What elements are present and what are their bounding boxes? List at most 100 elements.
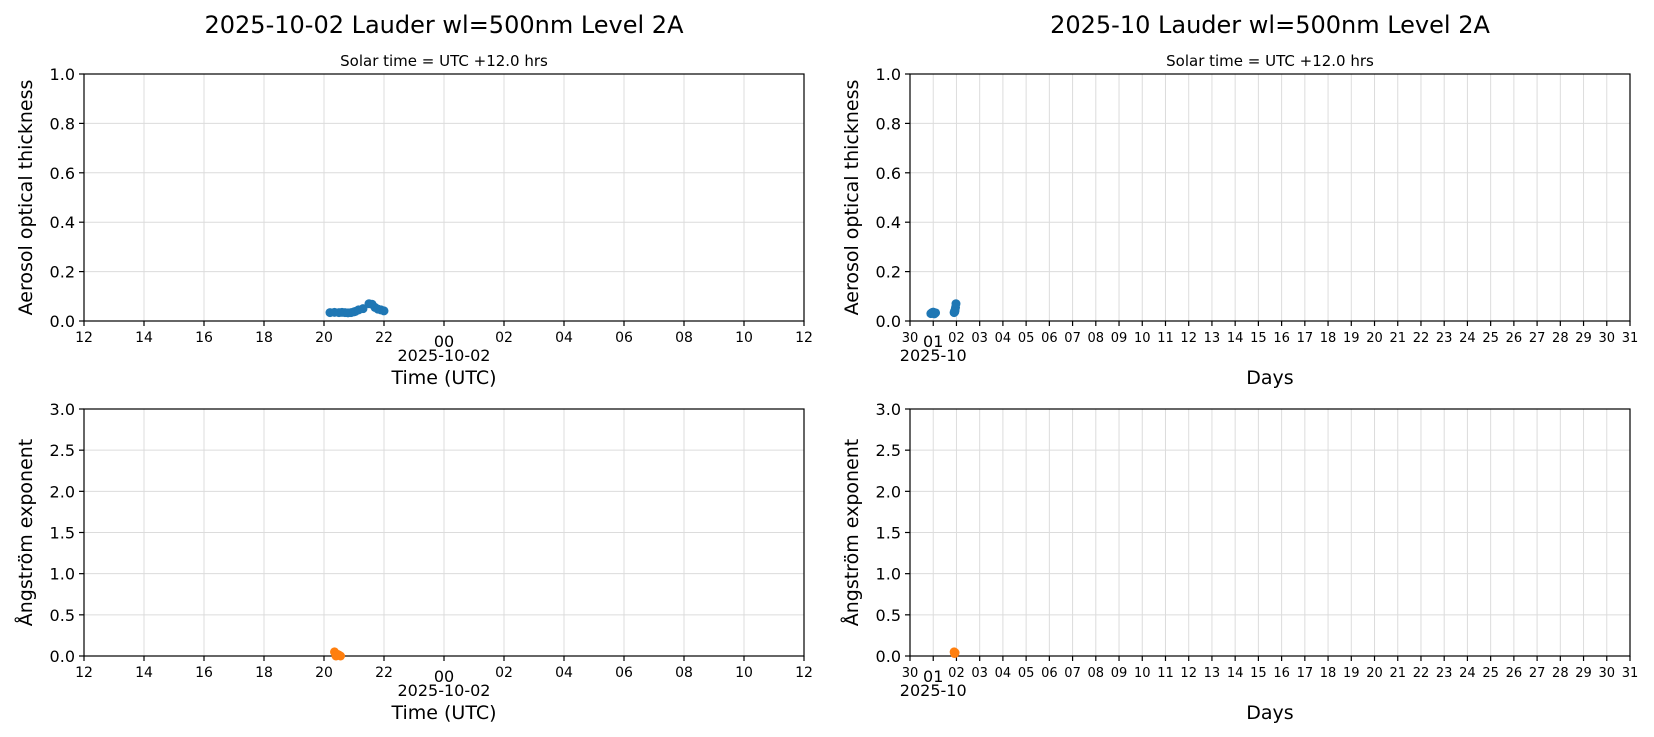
data-point: [379, 306, 389, 316]
y-tick-label: 3.0: [50, 400, 75, 419]
x-tick-label: 16: [195, 330, 213, 346]
x-date-label: 2025-10: [900, 681, 967, 700]
x-tick-label: 17: [1297, 666, 1314, 681]
y-tick-label: 0.0: [50, 647, 75, 666]
x-tick-label: 06: [1041, 666, 1058, 681]
x-tick-label: 05: [1018, 666, 1035, 681]
x-tick-label: 17: [1297, 331, 1314, 346]
x-tick-label: 08: [675, 330, 693, 346]
x-tick-label: 20: [1366, 331, 1383, 346]
x-tick-label: 26: [1506, 666, 1523, 681]
x-axis-label: Time (UTC): [390, 367, 496, 389]
y-axis-label: Ångström exponent: [840, 439, 863, 627]
x-date-label: 2025-10: [900, 346, 967, 365]
data-point: [334, 650, 344, 660]
x-tick-label: 08: [675, 665, 693, 681]
x-tick-label: 30: [1599, 666, 1616, 681]
x-tick-label: 12: [1180, 666, 1197, 681]
y-tick-label: 0.8: [50, 114, 75, 133]
y-tick-label: 0.5: [876, 606, 901, 625]
x-tick-label: 25: [1482, 331, 1499, 346]
data-point: [950, 648, 960, 658]
x-tick-label: 04: [995, 666, 1012, 681]
data-point: [928, 307, 938, 317]
x-tick-label: 12: [795, 665, 813, 681]
x-tick-label: 06: [1041, 331, 1058, 346]
y-tick-label: 2.0: [876, 482, 901, 501]
x-tick-label: 14: [1227, 666, 1244, 681]
data-point: [950, 307, 960, 317]
x-tick-label: 23: [1436, 331, 1453, 346]
x-tick-label: 18: [1320, 666, 1337, 681]
x-tick-label: 22: [375, 665, 393, 681]
y-tick-label: 0.5: [50, 606, 75, 625]
y-tick-label: 0.2: [876, 263, 901, 282]
x-tick-label: 28: [1552, 666, 1569, 681]
y-tick-label: 1.0: [876, 65, 901, 84]
y-tick-label: 0.0: [876, 312, 901, 331]
x-tick-label: 19: [1343, 331, 1360, 346]
y-axis-label: Aerosol optical thickness: [15, 80, 37, 316]
x-axis-label: Days: [1246, 367, 1293, 389]
y-tick-label: 2.0: [50, 482, 75, 501]
y-tick-label: 0.0: [876, 647, 901, 666]
x-tick-label: 13: [1204, 331, 1221, 346]
x-tick-label: 02: [495, 330, 513, 346]
x-tick-label: 02: [948, 331, 965, 346]
x-tick-label: 14: [135, 665, 153, 681]
y-tick-label: 1.5: [876, 524, 901, 543]
panel-1: 2025-10-02 Lauder wl=500nm Level 2A Solar…: [15, 11, 813, 389]
y-tick-label: 0.6: [876, 164, 901, 183]
x-tick-label: 13: [1204, 666, 1221, 681]
y-tick-label: 3.0: [876, 400, 901, 419]
x-tick-label: 20: [1366, 666, 1383, 681]
x-tick-label: 02: [495, 665, 513, 681]
x-tick-label: 09: [1111, 666, 1128, 681]
x-tick-label: 18: [255, 330, 273, 346]
x-tick-label: 22: [1413, 331, 1430, 346]
data-point: [358, 304, 368, 314]
x-tick-label: 31: [1622, 666, 1639, 681]
x-tick-label: 15: [1250, 666, 1267, 681]
x-tick-label: 05: [1018, 331, 1035, 346]
x-tick-label: 10: [735, 665, 753, 681]
x-tick-label: 25: [1482, 666, 1499, 681]
x-tick-label: 02: [948, 666, 965, 681]
x-tick-label: 21: [1389, 331, 1406, 346]
x-tick-label: 10: [1134, 666, 1151, 681]
x-tick-label: 03: [971, 666, 988, 681]
x-tick-label: 10: [1134, 331, 1151, 346]
plot-frame: [83, 73, 805, 322]
x-tick-label: 24: [1459, 331, 1476, 346]
x-tick-label: 22: [1413, 666, 1430, 681]
chart-subtitle: Solar time = UTC +12.0 hrs: [340, 52, 548, 70]
y-tick-label: 1.0: [876, 565, 901, 584]
y-tick-label: 1.0: [50, 565, 75, 584]
x-tick-label: 28: [1552, 331, 1569, 346]
y-tick-label: 1.0: [50, 65, 75, 84]
x-tick-label: 00: [434, 667, 454, 686]
x-tick-label: 31: [1622, 331, 1639, 346]
x-tick-label: 01: [923, 667, 943, 686]
plot-frame: [909, 408, 1631, 657]
x-tick-label: 12: [1180, 331, 1197, 346]
x-tick-label: 12: [75, 665, 93, 681]
y-tick-label: 2.5: [50, 441, 75, 460]
x-tick-label: 08: [1088, 666, 1105, 681]
chart-subtitle: Solar time = UTC +12.0 hrs: [1166, 52, 1374, 70]
x-tick-label: 29: [1575, 666, 1592, 681]
x-tick-label: 30: [1599, 331, 1616, 346]
x-tick-label: 16: [1273, 331, 1290, 346]
x-tick-label: 08: [1088, 331, 1105, 346]
x-tick-label: 24: [1459, 666, 1476, 681]
x-tick-label: 23: [1436, 666, 1453, 681]
x-tick-label: 04: [555, 330, 573, 346]
x-tick-label: 14: [1227, 331, 1244, 346]
chart-title: 2025-10-02 Lauder wl=500nm Level 2A: [205, 11, 685, 39]
y-tick-label: 0.0: [50, 312, 75, 331]
x-tick-label: 20: [315, 665, 333, 681]
x-tick-label: 26: [1506, 331, 1523, 346]
x-tick-label: 30: [902, 331, 919, 346]
y-tick-label: 0.2: [50, 263, 75, 282]
y-tick-label: 0.4: [50, 213, 75, 232]
